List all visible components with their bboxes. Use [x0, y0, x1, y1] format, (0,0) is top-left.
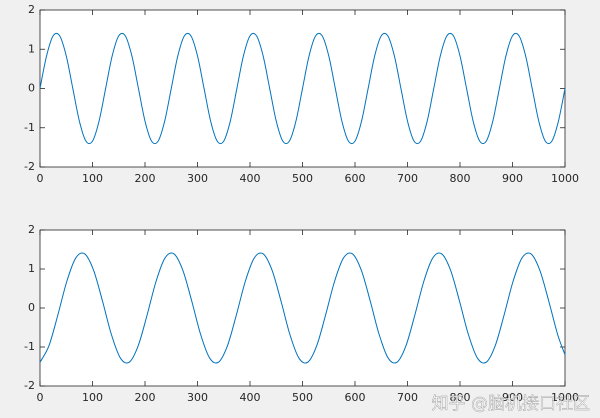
watermark: 知乎 @脑机接口社区	[432, 394, 590, 414]
y-tick-label: 0	[28, 301, 35, 314]
x-tick-label: 200	[135, 391, 156, 404]
line-series	[39, 252, 566, 364]
y-tick-label: 0	[28, 82, 35, 95]
y-tick-label: 2	[28, 3, 35, 16]
x-tick-label: 1000	[551, 172, 579, 185]
y-tick-label: -2	[24, 379, 35, 392]
x-tick-label: 800	[450, 391, 471, 404]
x-tick-label: 600	[345, 172, 366, 185]
axes-background	[39, 229, 566, 387]
x-tick-label: 300	[187, 172, 208, 185]
x-tick-label: 800	[450, 172, 471, 185]
x-tick-label: 100	[82, 391, 103, 404]
x-tick-label: 400	[240, 391, 261, 404]
x-tick-label: 400	[240, 172, 261, 185]
x-tick-label: 900	[502, 391, 523, 404]
x-tick-label: 100	[82, 172, 103, 185]
x-tick-label: 900	[502, 172, 523, 185]
x-tick-label: 1000	[551, 391, 579, 404]
x-tick-label: 500	[292, 391, 313, 404]
x-tick-label: 500	[292, 172, 313, 185]
x-tick-label: 200	[135, 172, 156, 185]
x-tick-label: 600	[345, 391, 366, 404]
y-tick-label: 2	[28, 223, 35, 236]
y-tick-label: -2	[24, 160, 35, 173]
x-tick-label: 700	[397, 391, 418, 404]
y-tick-label: -1	[24, 340, 35, 353]
line-series	[39, 32, 566, 145]
x-tick-label: 0	[37, 172, 44, 185]
x-tick-label: 300	[187, 391, 208, 404]
y-tick-label: 1	[28, 262, 35, 275]
y-tick-label: 1	[28, 42, 35, 55]
y-tick-label: -1	[24, 121, 35, 134]
x-tick-label: 0	[37, 391, 44, 404]
x-tick-label: 700	[397, 172, 418, 185]
